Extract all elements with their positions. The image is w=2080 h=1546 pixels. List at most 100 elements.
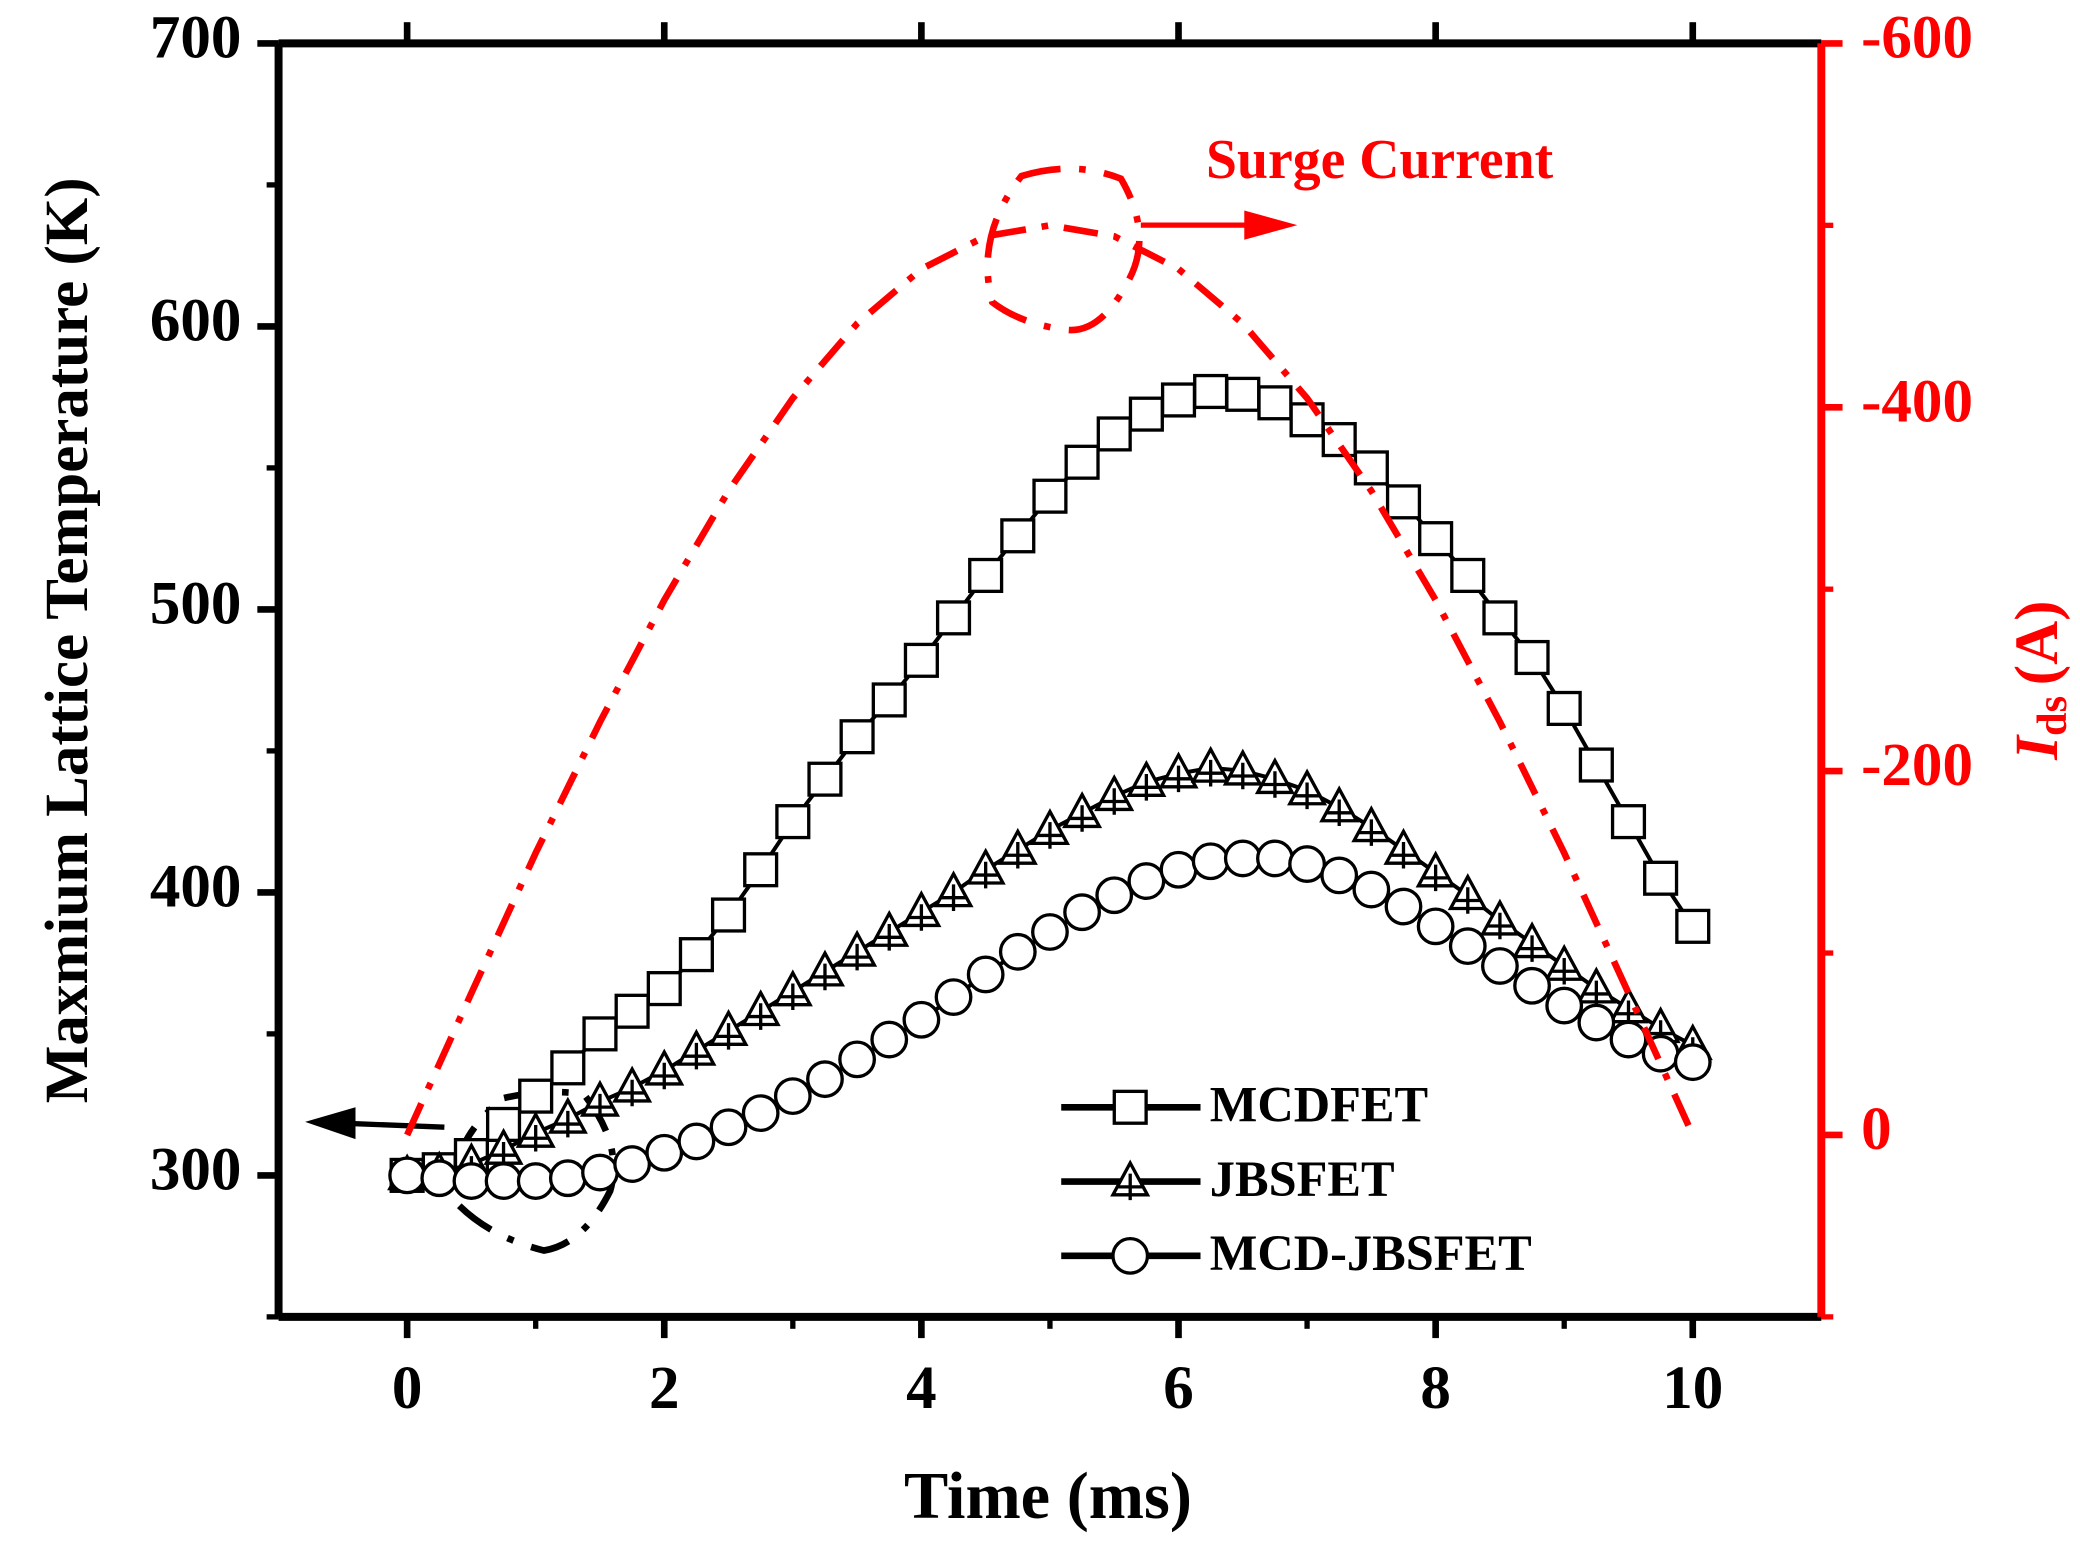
marker-cross [1230, 762, 1255, 790]
marker [1031, 913, 1069, 951]
marker-cross [1134, 774, 1159, 801]
marker [614, 993, 650, 1029]
legend-label: MCD-JBSFET [1210, 1225, 1532, 1281]
marker [582, 1016, 618, 1052]
marker [612, 1065, 653, 1107]
marker [1256, 839, 1294, 878]
marker [677, 1122, 716, 1161]
marker [1640, 1006, 1681, 1047]
marker [1096, 416, 1132, 452]
marker [1576, 966, 1617, 1008]
marker [935, 600, 972, 636]
marker [1127, 862, 1166, 900]
marker [804, 949, 845, 991]
y2-label-symbol: I [2004, 734, 2071, 761]
marker [1643, 860, 1679, 896]
marker-cross [1038, 822, 1062, 849]
marker-cross [1262, 771, 1287, 798]
marker [1545, 986, 1584, 1025]
marker [902, 1000, 941, 1039]
x-axis-label: Time (ms) [904, 1460, 1192, 1533]
marker-cross [748, 1003, 773, 1030]
marker [581, 1153, 619, 1192]
marker-cross [1359, 819, 1384, 846]
x-tick-label: 0 [392, 1355, 423, 1422]
marker-cross [1198, 759, 1223, 787]
y2-tick-label: -400 [1861, 368, 1973, 435]
marker [871, 682, 907, 718]
marker [997, 827, 1038, 869]
marker [1064, 444, 1100, 480]
marker [1450, 557, 1486, 594]
y-tick-label: 700 [150, 4, 242, 71]
marker [869, 909, 910, 951]
marker [965, 847, 1006, 889]
marker [1353, 450, 1389, 486]
marker [1609, 1020, 1648, 1059]
marker [1159, 850, 1198, 889]
marker-cross [1118, 1173, 1143, 1201]
marker [1032, 478, 1068, 514]
marker [710, 897, 747, 933]
marker-cross [523, 1124, 548, 1152]
legend-label: MCDFET [1210, 1077, 1428, 1133]
marker [773, 1077, 812, 1116]
marker [968, 557, 1004, 594]
marker [1223, 839, 1262, 878]
marker [515, 1110, 556, 1152]
marker-cross [813, 963, 837, 991]
x-tick-label: 6 [1163, 1355, 1194, 1422]
marker [452, 1162, 491, 1200]
y-tick-label: 600 [150, 287, 242, 354]
marker-cross [555, 1110, 580, 1138]
marker-cross [1455, 887, 1480, 914]
marker [741, 1094, 780, 1133]
marker [547, 1096, 588, 1138]
marker [1126, 759, 1167, 801]
marker-cross [1070, 805, 1095, 832]
marker-cross [620, 1079, 645, 1107]
marker [550, 1050, 586, 1086]
marker [839, 719, 875, 755]
marker [1062, 791, 1103, 832]
marker [966, 955, 1005, 994]
y2-tick-label: -600 [1861, 4, 1973, 71]
marker [709, 1108, 748, 1147]
marker [1546, 690, 1582, 727]
marker [1513, 966, 1551, 1005]
marker-cross [845, 943, 870, 971]
marker-cross [684, 1042, 709, 1070]
marker [1482, 600, 1518, 636]
marker-cross [877, 924, 902, 951]
marker [1257, 385, 1293, 421]
marker [870, 1020, 909, 1059]
marker [1383, 827, 1424, 869]
marker [1352, 870, 1391, 909]
marker [676, 1028, 717, 1070]
marker-cross [1391, 841, 1416, 869]
marker [518, 1078, 554, 1114]
marker [1029, 808, 1070, 849]
marker [1160, 382, 1197, 418]
marker [548, 1159, 587, 1198]
marker-cross [652, 1062, 677, 1090]
y-tick-label: 300 [150, 1136, 242, 1203]
marker-cross [1102, 788, 1127, 815]
marker [1128, 396, 1164, 432]
marker-cross [1423, 864, 1448, 892]
marker [1225, 376, 1261, 412]
y-axis-label: Maxmium Lattice Temperature (K) [34, 177, 101, 1103]
marker [903, 642, 939, 678]
legend-label: JBSFET [1210, 1151, 1395, 1207]
marker-cross [716, 1023, 741, 1050]
x-tick-label: 10 [1662, 1355, 1723, 1422]
left-arrow [342, 1120, 445, 1130]
marker [806, 1060, 844, 1099]
marker [743, 852, 779, 888]
marker [1385, 484, 1422, 520]
annotation-ellipse [984, 165, 1143, 334]
annotation: Surge Current [1206, 129, 1554, 191]
marker [838, 1040, 877, 1079]
marker [1191, 842, 1230, 881]
